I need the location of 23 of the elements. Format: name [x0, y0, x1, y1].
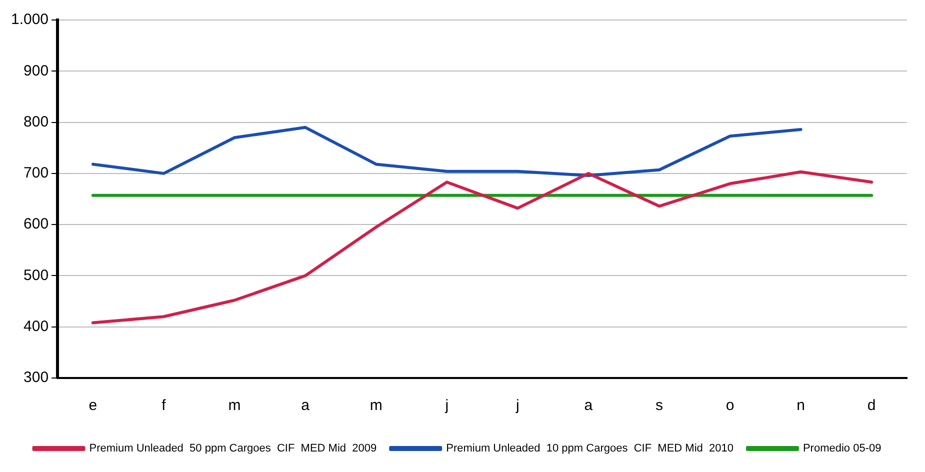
x-tick-label: j	[444, 397, 449, 414]
y-tick-label: 800	[24, 113, 49, 130]
y-tick-label: 400	[24, 318, 49, 335]
legend-label: Premium Unleaded 50 ppm Cargoes CIF MED Mid 2009	[89, 442, 377, 455]
y-tick-label: 900	[24, 62, 49, 80]
legend-label: Promedio 05-09	[802, 442, 882, 455]
y-tick-label: 600	[24, 216, 49, 233]
x-tick-label: o	[726, 397, 734, 414]
x-tick-label: j	[514, 397, 520, 414]
y-tick-label: 700	[24, 164, 49, 182]
x-tick-label: d	[867, 397, 876, 414]
x-tick-label: s	[655, 397, 663, 414]
y-tick-label: 500	[24, 266, 49, 284]
y-tick-label: 1.000	[10, 11, 49, 28]
x-tick-label: n	[796, 397, 805, 414]
x-tick-label: e	[88, 397, 98, 414]
x-tick-label: a	[301, 397, 310, 414]
legend-label: Premium Unleaded 10 ppm Cargoes CIF MED Mid 2010	[446, 442, 734, 455]
x-tick-label: m	[228, 397, 241, 414]
y-tick-label: 300	[24, 369, 49, 386]
x-tick-label: m	[370, 397, 382, 414]
x-tick-label: f	[162, 397, 167, 414]
x-tick-label: a	[584, 397, 594, 414]
